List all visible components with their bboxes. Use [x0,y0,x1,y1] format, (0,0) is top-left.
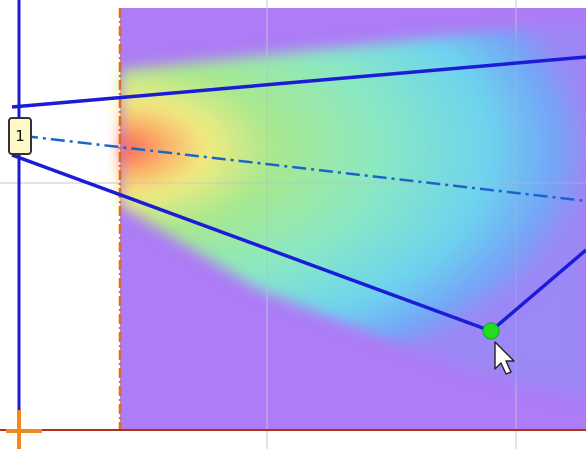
beam-upper-edge[interactable] [11,55,586,109]
control-point-handle[interactable] [482,322,500,340]
source-marker-icon[interactable]: 1 [8,117,32,155]
beam-center-line[interactable] [23,134,586,203]
intensity-heatmap [120,22,586,400]
source-marker-label: 1 [15,127,25,145]
origin-marker[interactable] [6,410,42,449]
arrow-cursor-icon [494,341,515,375]
